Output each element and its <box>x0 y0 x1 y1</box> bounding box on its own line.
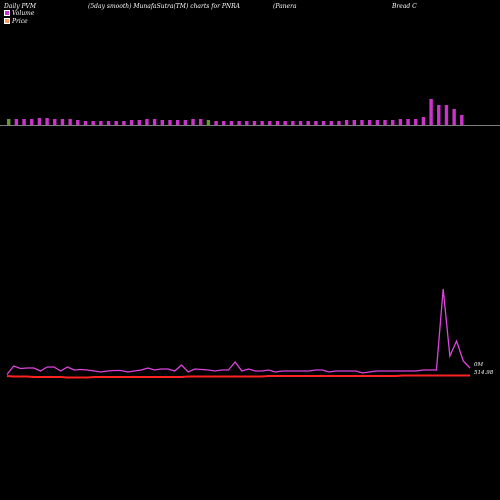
volume-bar <box>337 121 341 125</box>
volume-bar <box>191 119 195 125</box>
legend-swatch-volume <box>4 10 10 16</box>
volume-bar <box>329 121 333 125</box>
volume-bar <box>252 121 257 125</box>
axis-label-volume: 0M <box>474 362 483 368</box>
volume-bar <box>283 121 287 125</box>
volume-bar <box>129 120 134 125</box>
volume-bar <box>37 118 42 125</box>
volume-bar <box>444 105 449 125</box>
volume-bar <box>122 121 126 125</box>
chart-header-right-1: (Panera <box>273 3 297 10</box>
volume-bar <box>268 121 272 125</box>
volume-bar <box>45 118 49 125</box>
volume-bar <box>83 121 88 125</box>
volume-bar <box>137 120 141 125</box>
volume-bar <box>199 119 203 125</box>
volume-bar <box>168 120 172 125</box>
volume-bar <box>30 119 34 125</box>
volume-bar <box>452 109 456 125</box>
volume-bar <box>367 120 372 125</box>
volume-bar <box>383 120 387 125</box>
volume-bar <box>114 121 118 125</box>
volume-bar <box>99 121 103 125</box>
volume-bar <box>53 119 57 125</box>
volume-bar <box>414 119 418 125</box>
volume-bar <box>306 121 310 125</box>
volume-bar <box>76 120 80 125</box>
chart-legend: Volume Price <box>4 9 34 25</box>
volume-bar <box>398 119 403 125</box>
volume-bar <box>291 121 295 125</box>
volume-bar <box>406 119 410 125</box>
legend-item-volume: Volume <box>4 9 34 17</box>
volume-bar <box>245 121 249 125</box>
volume-bar <box>60 119 65 125</box>
pvm-line <box>6 288 471 375</box>
volume-bar <box>229 121 234 125</box>
volume-bar <box>222 121 226 125</box>
axis-label-price: 514.98 <box>474 370 494 376</box>
volume-bar <box>429 99 433 125</box>
volume-bar <box>275 121 280 125</box>
volume-bar <box>375 120 380 125</box>
volume-bar <box>91 121 95 125</box>
legend-item-price: Price <box>4 17 34 25</box>
volume-bar <box>214 121 218 125</box>
volume-bar <box>360 120 364 125</box>
volume-bar <box>145 119 149 125</box>
volume-bar <box>421 117 426 125</box>
legend-swatch-price <box>4 18 10 24</box>
volume-bar <box>14 119 19 125</box>
volume-bar <box>152 119 157 125</box>
volume-bar <box>237 121 241 125</box>
volume-bar <box>206 120 211 125</box>
volume-bar <box>7 119 11 125</box>
volume-bar <box>175 120 180 125</box>
volume-bar <box>321 121 326 125</box>
volume-bar <box>260 121 264 125</box>
volume-bar <box>106 121 111 125</box>
volume-bar <box>391 120 395 125</box>
volume-bar <box>352 120 356 125</box>
volume-bar <box>314 121 318 125</box>
chart-header-left: Daily PVM <box>4 3 37 10</box>
legend-label-volume: Volume <box>12 9 35 17</box>
volume-bar <box>344 120 349 125</box>
chart-title: (5day smooth) MunafaSutra(TM) charts for… <box>88 3 241 10</box>
volume-bar <box>22 119 26 125</box>
volume-bar <box>183 120 188 125</box>
price-line <box>6 374 470 379</box>
chart-header-right-2: Bread C <box>392 3 417 10</box>
volume-bar <box>68 119 72 125</box>
volume-bar <box>437 105 441 125</box>
volume-bar <box>160 120 164 125</box>
legend-label-price: Price <box>12 17 28 25</box>
volume-bar <box>460 115 464 125</box>
volume-bar <box>298 121 303 125</box>
